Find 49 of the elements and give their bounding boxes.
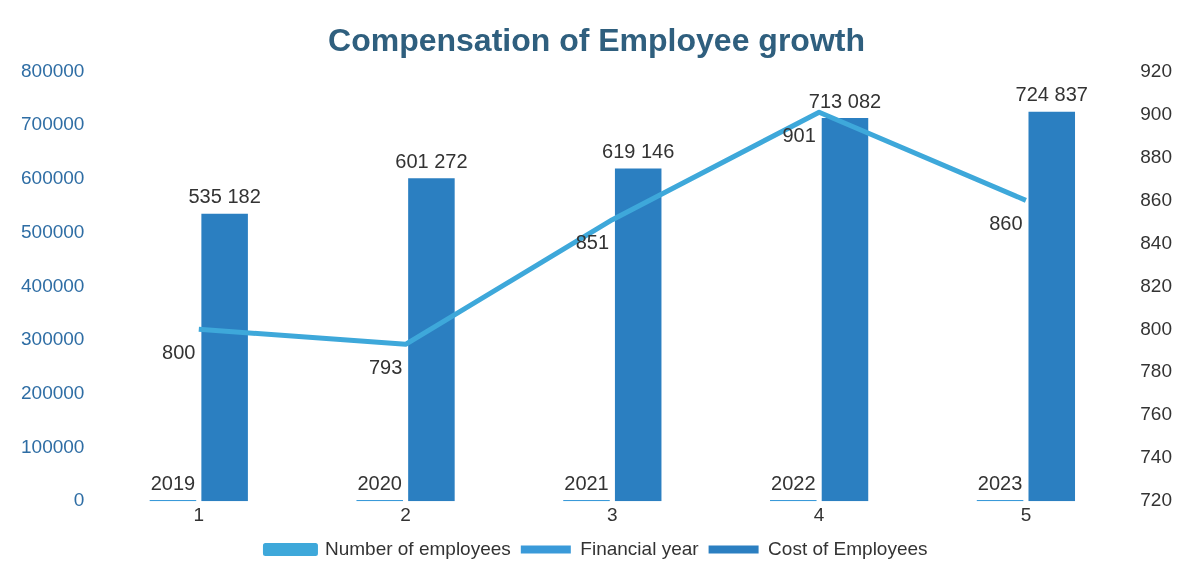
data-label: 2022: [771, 471, 816, 494]
data-label: 713 082: [808, 89, 882, 112]
bar: [614, 168, 662, 502]
y2-tick-label: 760: [1140, 403, 1172, 425]
y-tick-label: 400000: [21, 274, 85, 296]
legend-label: Number of employees: [324, 537, 511, 559]
y2-tick-label: 900: [1140, 102, 1172, 124]
bar: [408, 178, 455, 502]
y2-tick-label: 880: [1140, 145, 1172, 167]
x-tick-label: 5: [1020, 503, 1032, 525]
data-label: 535 182: [188, 185, 261, 208]
chart-title: Compensation of Employee growth: [328, 22, 865, 59]
y-tick-label: 100000: [21, 435, 85, 457]
bar: [821, 118, 869, 502]
y-tick-label: 500000: [21, 220, 85, 242]
y2-tick-label: 860: [1140, 188, 1172, 210]
legend-label: Cost of Employees: [768, 537, 928, 559]
bar: [201, 213, 248, 502]
y-tick-label: 300000: [21, 328, 85, 350]
x-tick-label: 1: [193, 503, 205, 525]
data-label: 2023: [977, 471, 1023, 494]
x-tick-label: 3: [607, 503, 618, 525]
data-label: 851: [575, 231, 610, 254]
y2-tick-label: 720: [1140, 489, 1172, 511]
y-tick-label: 200000: [21, 381, 85, 403]
y-tick-label: 800000: [21, 59, 85, 81]
data-label: 860: [989, 211, 1023, 234]
y-tick-label: 700000: [21, 113, 85, 135]
data-label: 619 146: [602, 140, 675, 163]
y-tick-label: 0: [73, 489, 85, 511]
data-label: 724 837: [1015, 83, 1088, 106]
data-label: 2021: [564, 471, 609, 494]
y2-tick-label: 780: [1140, 360, 1172, 382]
data-label: 793: [368, 355, 403, 378]
x-tick-label: 2: [400, 503, 411, 525]
data-label: 601 272: [395, 149, 468, 172]
x-tick-label: 4: [813, 503, 825, 525]
data-label: 901: [782, 123, 816, 146]
y2-tick-label: 800: [1140, 317, 1172, 339]
data-label: 2020: [357, 471, 402, 494]
bar: [1028, 111, 1076, 502]
data-label: 2019: [150, 471, 196, 494]
y-tick-label: 600000: [21, 167, 85, 189]
legend-label: Financial year: [580, 537, 700, 559]
y2-tick-label: 740: [1140, 446, 1172, 468]
y2-tick-label: 820: [1140, 274, 1172, 296]
data-label: 800: [162, 340, 196, 363]
y2-tick-label: 840: [1140, 231, 1172, 253]
y2-tick-label: 920: [1140, 59, 1172, 81]
